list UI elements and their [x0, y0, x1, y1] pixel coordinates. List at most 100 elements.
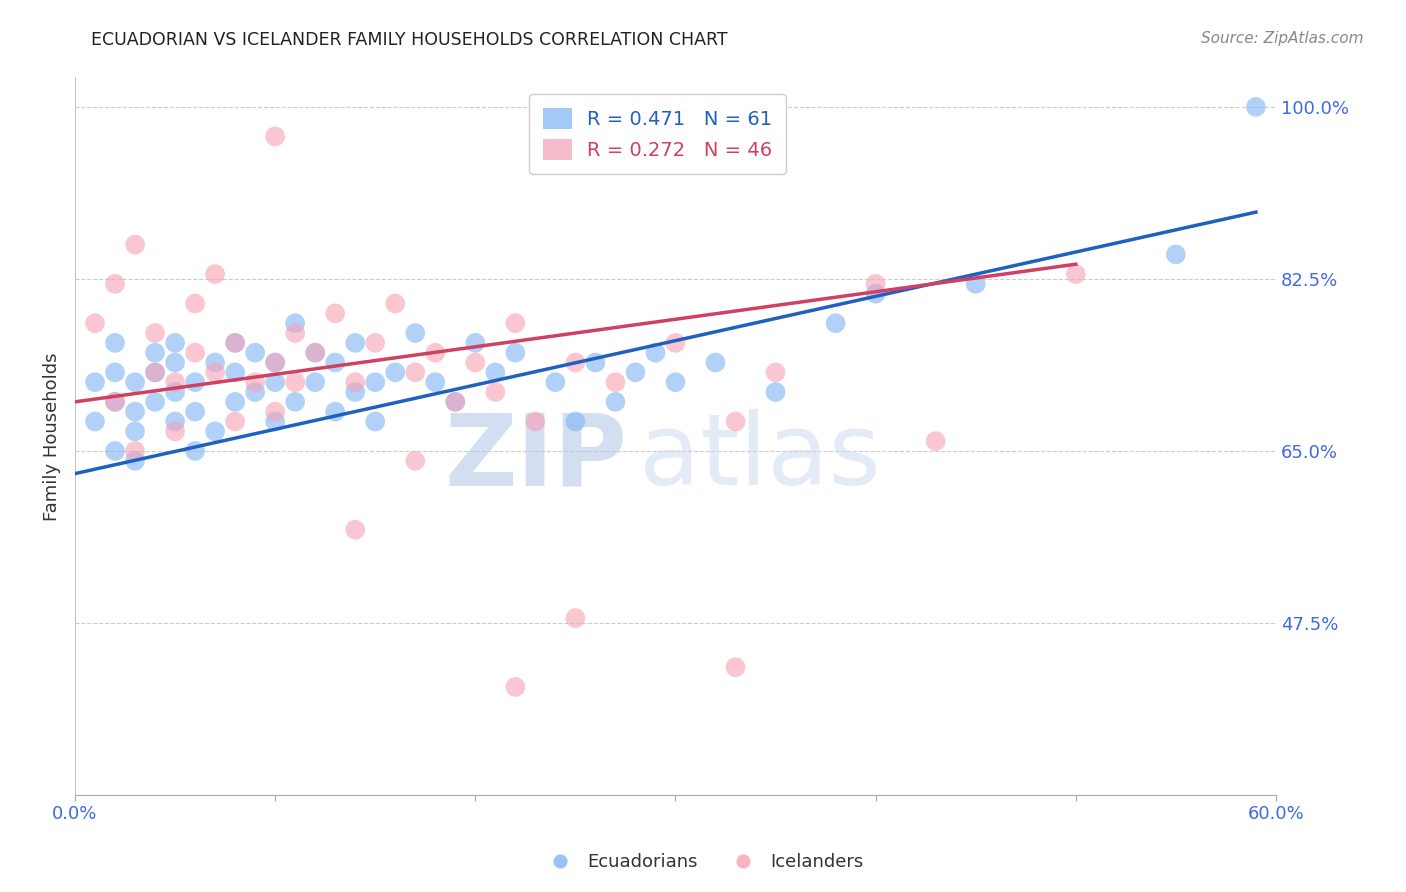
Point [704, 355, 727, 369]
Point [264, 129, 287, 144]
Point [344, 523, 367, 537]
Point [165, 415, 187, 429]
Point [664, 335, 686, 350]
Point [364, 415, 387, 429]
Legend: R = 0.471   N = 61, R = 0.272   N = 46: R = 0.471 N = 61, R = 0.272 N = 46 [529, 95, 786, 174]
Point [384, 296, 406, 310]
Point [583, 355, 606, 369]
Point [605, 394, 627, 409]
Text: Source: ZipAtlas.com: Source: ZipAtlas.com [1201, 31, 1364, 46]
Point [484, 365, 506, 379]
Point [224, 335, 246, 350]
Point [264, 415, 287, 429]
Point [724, 415, 747, 429]
Point [323, 355, 346, 369]
Point [865, 277, 887, 291]
Point [364, 335, 387, 350]
Point [564, 355, 586, 369]
Point [104, 277, 127, 291]
Point [1064, 267, 1087, 281]
Point [384, 365, 406, 379]
Point [323, 306, 346, 320]
Text: ECUADORIAN VS ICELANDER FAMILY HOUSEHOLDS CORRELATION CHART: ECUADORIAN VS ICELANDER FAMILY HOUSEHOLD… [91, 31, 728, 49]
Point [484, 384, 506, 399]
Point [464, 355, 486, 369]
Point [165, 375, 187, 389]
Point [425, 375, 447, 389]
Point [84, 316, 107, 330]
Point [505, 680, 527, 694]
Point [84, 415, 107, 429]
Point [264, 355, 287, 369]
Point [165, 355, 187, 369]
Point [965, 277, 987, 291]
Point [84, 375, 107, 389]
Point [865, 286, 887, 301]
Point [505, 345, 527, 359]
Point [304, 345, 326, 359]
Point [124, 375, 146, 389]
Point [165, 425, 187, 439]
Point [304, 375, 326, 389]
Point [924, 434, 946, 449]
Point [143, 326, 166, 340]
Point [243, 384, 266, 399]
Point [724, 660, 747, 674]
Point [143, 345, 166, 359]
Point [284, 316, 307, 330]
Point [104, 335, 127, 350]
Point [224, 394, 246, 409]
Text: atlas: atlas [640, 409, 882, 507]
Point [284, 326, 307, 340]
Point [765, 384, 787, 399]
Point [344, 384, 367, 399]
Point [124, 454, 146, 468]
Point [124, 237, 146, 252]
Point [624, 365, 647, 379]
Text: ZIP: ZIP [444, 409, 627, 507]
Point [224, 365, 246, 379]
Point [104, 394, 127, 409]
Point [524, 415, 547, 429]
Y-axis label: Family Households: Family Households [44, 352, 60, 521]
Point [264, 375, 287, 389]
Point [564, 611, 586, 625]
Point [284, 375, 307, 389]
Point [344, 335, 367, 350]
Point [264, 405, 287, 419]
Point [165, 335, 187, 350]
Point [544, 375, 567, 389]
Point [344, 375, 367, 389]
Point [204, 365, 226, 379]
Point [605, 375, 627, 389]
Point [184, 296, 207, 310]
Point [104, 444, 127, 458]
Point [284, 394, 307, 409]
Point [143, 394, 166, 409]
Point [184, 375, 207, 389]
Legend: Ecuadorians, Icelanders: Ecuadorians, Icelanders [536, 847, 870, 879]
Point [304, 345, 326, 359]
Point [323, 405, 346, 419]
Point [444, 394, 467, 409]
Point [765, 365, 787, 379]
Point [564, 415, 586, 429]
Point [264, 355, 287, 369]
Point [1244, 100, 1267, 114]
Point [204, 267, 226, 281]
Point [824, 316, 846, 330]
Point [404, 365, 426, 379]
Point [165, 384, 187, 399]
Point [104, 365, 127, 379]
Point [243, 375, 266, 389]
Point [104, 394, 127, 409]
Point [444, 394, 467, 409]
Point [184, 405, 207, 419]
Point [204, 425, 226, 439]
Point [184, 345, 207, 359]
Point [644, 345, 666, 359]
Point [224, 415, 246, 429]
Point [505, 316, 527, 330]
Point [404, 454, 426, 468]
Point [425, 345, 447, 359]
